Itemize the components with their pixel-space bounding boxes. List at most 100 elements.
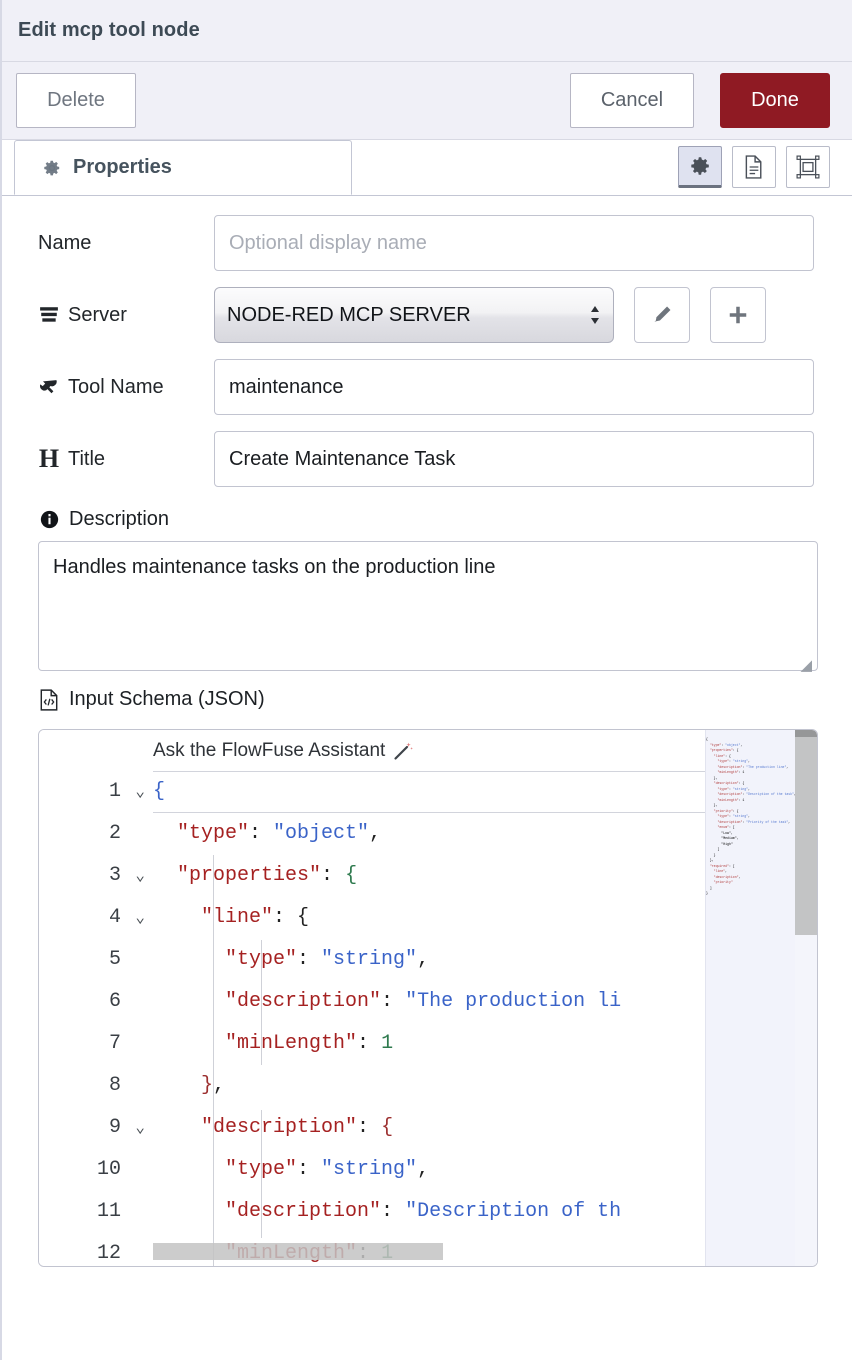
minimap-line: "Low", <box>706 830 733 835</box>
minimap-line: "minLength": 1 <box>717 769 745 775</box>
editor-code-line[interactable]: "description": "Description of th <box>153 1191 817 1233</box>
server-add-button[interactable] <box>710 287 766 343</box>
code-token <box>153 864 177 887</box>
code-token: : <box>321 864 346 887</box>
editor-line-number: 12 <box>96 1242 121 1265</box>
name-label: Name <box>38 231 92 254</box>
minimap-line: "type": "string", <box>717 813 751 819</box>
editor-gutter-line: 6 <box>39 981 153 1023</box>
info-icon <box>38 510 60 529</box>
editor-code-line[interactable]: "description": { <box>153 1107 817 1149</box>
editor-vertical-scroll-thumb[interactable] <box>795 730 817 935</box>
editor-horizontal-scrollbar[interactable] <box>153 1243 443 1260</box>
tab-icon-description[interactable] <box>732 146 776 188</box>
server-icon <box>38 305 60 325</box>
wrench-icon <box>38 377 60 397</box>
code-token: 1 <box>381 1032 394 1055</box>
code-token: : <box>381 990 406 1013</box>
editor-gutter-line: 9 ⌄ <box>39 1107 153 1149</box>
editor-gutter-line: 7 <box>39 1023 153 1065</box>
form-row-server: Server NODE-RED MCP SERVER <box>2 286 852 344</box>
input-schema-editor[interactable]: Ask the FlowFuse Assistant 1 ⌄ 2 3 ⌄ 4 ⌄ 5 6 7 8 9 ⌄… <box>38 729 818 1267</box>
code-token: "description" <box>225 990 382 1013</box>
code-token: } <box>201 1074 214 1097</box>
minimap-line: "description", <box>713 874 741 879</box>
code-token <box>153 1200 225 1223</box>
code-token: "minLength" <box>225 1032 358 1055</box>
assistant-prompt-bar[interactable]: Ask the FlowFuse Assistant <box>153 736 707 766</box>
minimap-line: } <box>706 852 716 857</box>
chevron-down-icon[interactable]: ⌄ <box>135 909 145 927</box>
code-token: : <box>297 948 322 971</box>
code-token <box>153 948 225 971</box>
editor-indent-guide <box>261 940 262 1065</box>
chevron-down-icon[interactable]: ⌄ <box>135 783 145 801</box>
tab-icon-appearance[interactable] <box>786 146 830 188</box>
code-token: , <box>417 1158 430 1181</box>
editor-code-line[interactable]: "type": "object", <box>153 813 817 855</box>
editor-indent-guide <box>213 855 214 1266</box>
editor-code-line[interactable]: "minLength": 1 <box>153 1023 817 1065</box>
title-label: Title <box>68 447 106 470</box>
code-token: { <box>297 906 310 929</box>
minimap-line: "Medium", <box>706 835 739 841</box>
minimap-line: "type": "string", <box>717 758 751 764</box>
minimap-line: } <box>706 890 708 896</box>
minimap-line: "priority" <box>713 879 733 885</box>
editor-code-line[interactable]: }, <box>153 1065 817 1107</box>
code-token: "description" <box>201 1116 358 1139</box>
code-token: , <box>417 948 430 971</box>
server-label: Server <box>68 303 127 326</box>
editor-code-line[interactable]: { <box>153 771 817 813</box>
title-label-wrap: H Title <box>38 446 214 472</box>
editor-code-line[interactable]: "line": { <box>153 897 817 939</box>
code-token: "string" <box>321 1158 418 1181</box>
description-icon <box>744 155 764 179</box>
magic-wand-icon[interactable] <box>392 740 414 762</box>
minimap-line: "line", <box>713 868 728 874</box>
chevron-down-icon[interactable]: ⌄ <box>135 867 145 885</box>
server-select-wrap: NODE-RED MCP SERVER <box>214 287 814 343</box>
editor-code-line[interactable]: "type": "string", <box>153 939 817 981</box>
tool-name-input[interactable] <box>214 359 814 415</box>
minimap-line: "priority": { <box>713 808 739 813</box>
server-select[interactable]: NODE-RED MCP SERVER <box>214 287 614 343</box>
editor-line-number: 9 <box>108 1116 121 1139</box>
description-label: Description <box>69 508 170 530</box>
name-input[interactable] <box>214 215 814 271</box>
dialog-button-bar: Delete Cancel Done <box>2 62 852 140</box>
code-token: { <box>153 780 166 803</box>
minimap-line: "minLength": 1 <box>717 797 745 802</box>
done-button[interactable]: Done <box>720 73 830 128</box>
minimap-line: "line": { <box>713 753 731 758</box>
editor-minimap[interactable]: { "type": "object", "properties": { "lin… <box>705 730 795 1266</box>
editor-code-line[interactable]: "description": "The production li <box>153 981 817 1023</box>
editor-vertical-scrollbar[interactable] <box>795 730 817 1266</box>
minimap-line: { <box>706 736 708 742</box>
minimap-line: "description": "Priority of the task", <box>717 819 791 824</box>
editor-line-number: 3 <box>108 864 121 887</box>
delete-button[interactable]: Delete <box>16 73 136 128</box>
tab-properties[interactable]: Properties <box>14 140 352 195</box>
tab-row: Properties <box>2 140 852 196</box>
title-input[interactable] <box>214 431 814 487</box>
properties-form: Name Server NODE-RED MCP SERVER <box>2 196 852 1267</box>
form-row-name: Name <box>2 214 852 272</box>
cancel-button[interactable]: Cancel <box>570 73 694 128</box>
appearance-icon <box>796 155 820 179</box>
chevron-down-icon[interactable]: ⌄ <box>135 1119 145 1137</box>
code-token: : <box>381 1200 406 1223</box>
code-token: { <box>381 1116 394 1139</box>
description-label-wrap: Description <box>2 502 852 541</box>
code-token <box>153 906 201 929</box>
minimap-line: "properties": { <box>709 747 739 753</box>
tab-icon-properties[interactable] <box>678 146 722 188</box>
description-textarea[interactable] <box>38 541 818 671</box>
minimap-line: "required": [ <box>709 863 735 868</box>
server-edit-button[interactable] <box>634 287 690 343</box>
tool-name-label-wrap: Tool Name <box>38 376 214 399</box>
editor-line-number: 8 <box>108 1074 121 1097</box>
input-schema-label: Input Schema (JSON) <box>69 688 265 710</box>
input-schema-label-wrap: Input Schema (JSON) <box>2 674 852 721</box>
